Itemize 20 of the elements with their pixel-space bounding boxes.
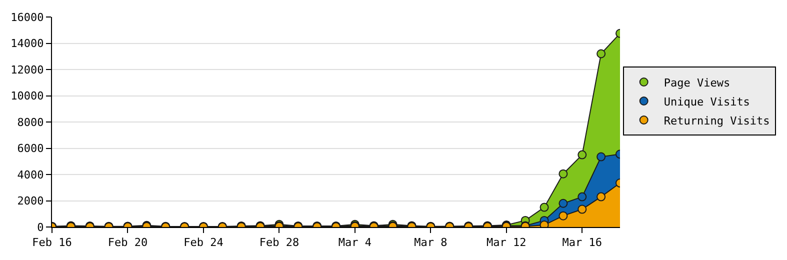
x-tick-label: Mar 16 — [562, 236, 602, 250]
y-tick-label: 16000 — [10, 10, 44, 24]
legend-label: Unique Visits — [664, 95, 750, 108]
x-tick-label: Mar 4 — [338, 236, 372, 250]
x-tick-label: Feb 24 — [184, 236, 224, 250]
y-tick-label: 12000 — [10, 63, 44, 76]
y-tick-label: 6000 — [17, 142, 44, 156]
x-tick-label: Mar 8 — [414, 236, 448, 250]
y-tick-label: 10000 — [10, 90, 44, 103]
legend-label: Page Views — [664, 76, 730, 90]
x-tick-label: Mar 12 — [486, 236, 526, 250]
y-tick-label: 0 — [37, 220, 44, 234]
legend-label: Returning Visits — [664, 114, 770, 128]
y-tick-label: 4000 — [17, 168, 44, 182]
y-tick-label: 14000 — [10, 37, 44, 50]
x-tick-label: Feb 16 — [32, 236, 72, 250]
x-tick-label: Feb 28 — [259, 236, 300, 250]
y-tick-label: 8000 — [17, 116, 44, 129]
y-tick-label: 2000 — [17, 194, 44, 208]
x-tick-label: Feb 20 — [108, 236, 148, 250]
